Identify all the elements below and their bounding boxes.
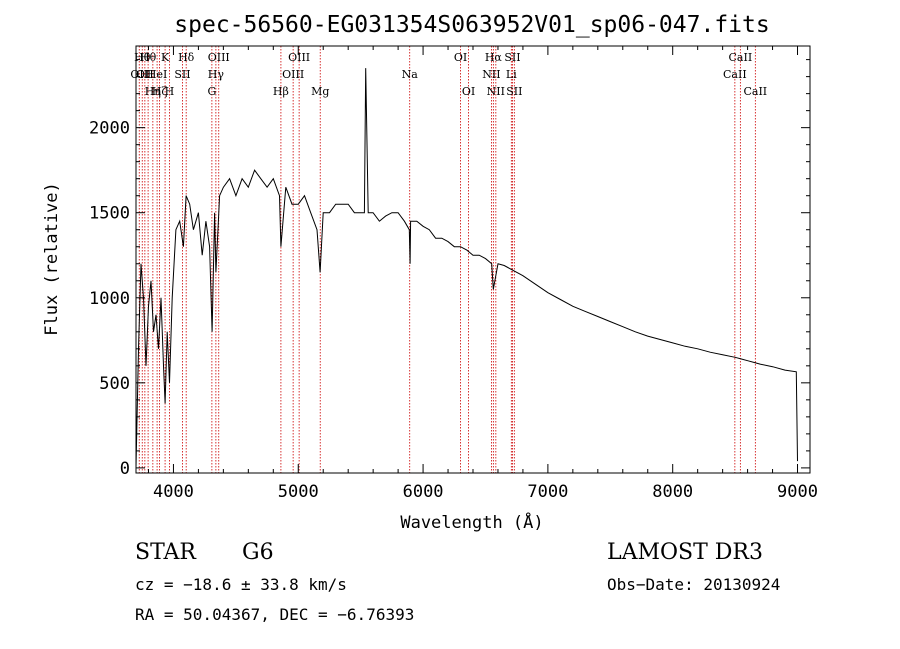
object-class: STAR [135,540,196,565]
survey-label: LAMOST DR3 [607,540,763,565]
line-label: Hη [145,85,161,98]
object-subclass: G6 [242,540,274,565]
spectrum-layer [135,68,798,468]
line-label: Hθ [134,51,151,64]
obs-date: Obs−Date: 20130924 [607,575,781,594]
line-label: OIII [208,51,230,64]
redshift-readout: cz = −18.6 ± 33.8 km/s [135,575,347,594]
line-label: NII [482,68,500,81]
y-tick-label: 500 [99,374,130,394]
y-tick-label: 2000 [89,119,130,139]
line-label: OII [130,68,148,81]
line-label: OI [454,51,467,64]
axes [135,45,811,474]
line-label: Hβ [273,85,289,98]
line-label: Mg [311,85,329,98]
line-label: CaII [729,51,753,64]
line-label: OI [462,85,475,98]
y-tick-label: 1500 [89,204,130,224]
y-tick-label: 0 [120,459,130,479]
x-axis-label: Wavelength (Å) [400,511,543,533]
line-label: SII [506,85,522,98]
line-label: Hγ [208,68,225,81]
y-ticks: 0 500 1000 1500 2000 [89,59,810,479]
x-tick-label: 9000 [777,482,818,502]
y-axis-label: Flux (relative) [42,182,62,336]
line-label: OIII [282,68,304,81]
line-label: Hζ [152,85,168,98]
line-label: CaII [723,68,747,81]
x-tick-label: 5000 [278,482,319,502]
line-label: Li [506,68,517,81]
radec-readout: RA = 50.04367, DEC = −6.76393 [135,605,415,624]
line-label: Na [402,68,419,81]
line-label: CaII [743,85,767,98]
line-label: G [207,85,216,98]
line-labels: OII Hθ OII Hθ Hη HeI Hζ K H SII Hδ G Hγ OIII Hβ OIII OII… [130,51,767,98]
line-label: SII [174,68,190,81]
y-tick-label: 1000 [89,289,130,309]
line-label: SII [504,51,520,64]
chart-title: spec-56560-EG031354S063952V01_sp06-047.f… [174,12,769,38]
x-ticks: 4000 5000 6000 7000 8000 9000 [147,46,818,502]
line-label: Hδ [178,51,195,64]
line-label: NII [487,85,505,98]
plot-frame [135,45,811,474]
line-label: Hα [485,51,503,64]
line-label: OII [136,68,154,81]
line-label: Hθ [140,51,157,64]
x-tick-label: 4000 [153,482,194,502]
line-label: K [161,51,170,64]
line-label: OIII [288,51,310,64]
line-label: H [165,85,175,98]
line-markers [138,46,756,473]
x-tick-label: 8000 [652,482,693,502]
x-tick-label: 7000 [527,482,568,502]
spectrum-line [135,68,798,468]
line-label: HeI [147,68,167,81]
x-tick-label: 6000 [403,482,444,502]
